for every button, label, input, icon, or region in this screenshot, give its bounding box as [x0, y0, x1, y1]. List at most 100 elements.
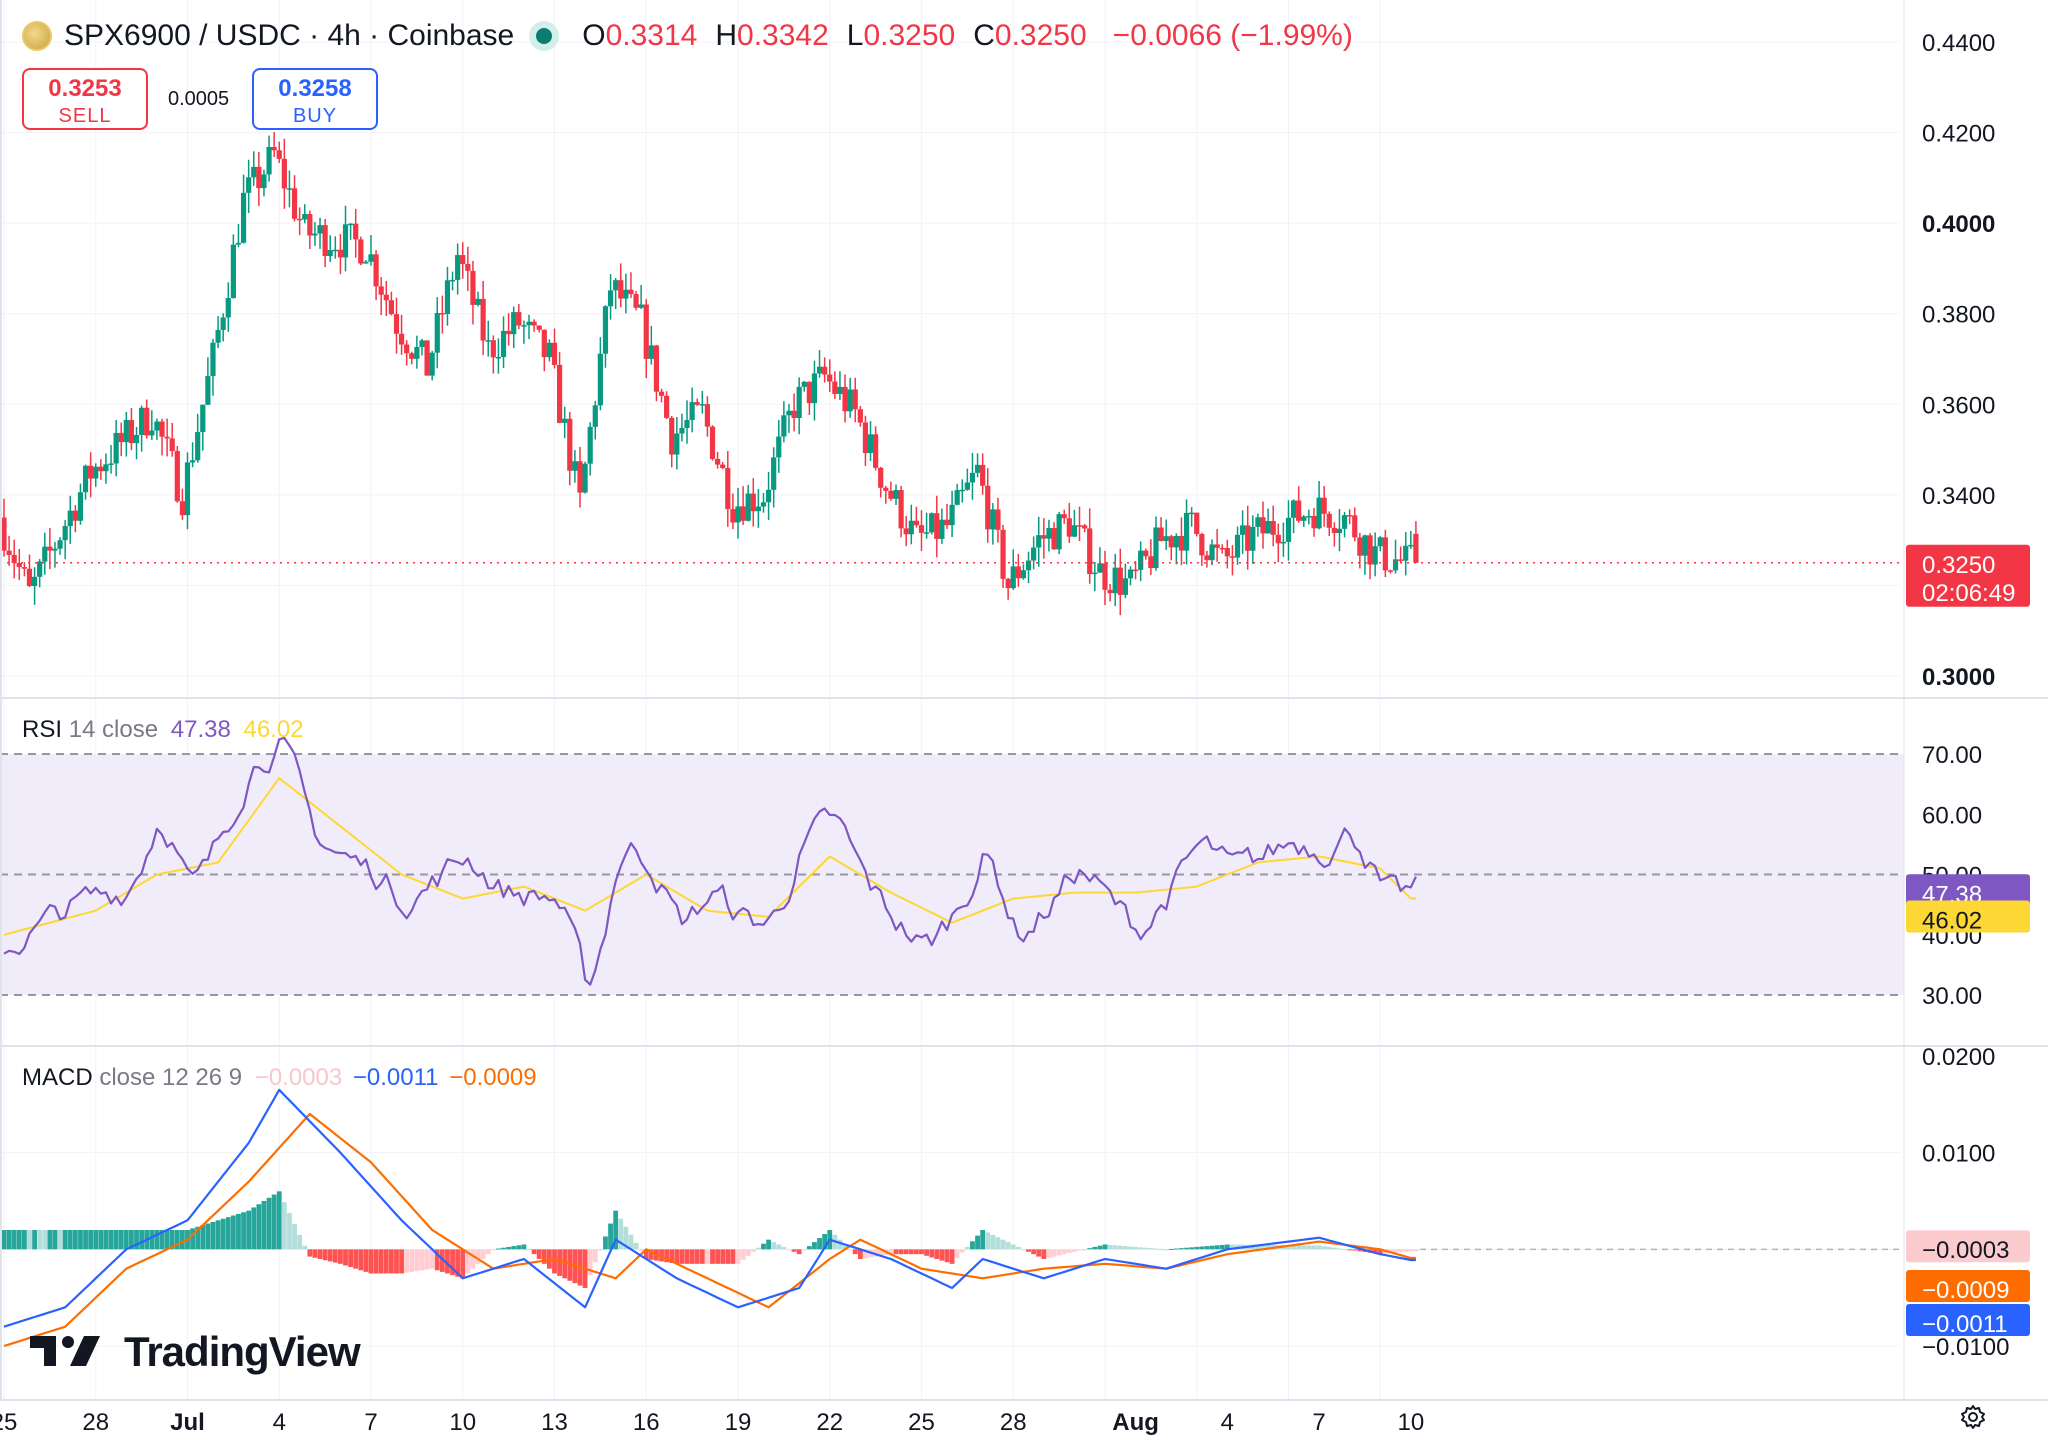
macd-histogram-bar [1005, 1242, 1011, 1250]
macd-title: MACD [22, 1064, 93, 1091]
candle-body [745, 493, 751, 521]
sell-button[interactable]: 0.3253 SELL [22, 68, 148, 130]
candle-body [414, 346, 420, 359]
candle-body [806, 381, 812, 404]
candle-body [1138, 550, 1144, 570]
candle-body [332, 249, 338, 252]
macd-histogram-bar [1214, 1245, 1220, 1250]
price-tick-label: 0.4200 [1922, 121, 1995, 148]
candle-body [393, 314, 400, 334]
macd-histogram-bar [597, 1249, 603, 1251]
macd-histogram-bar [1000, 1239, 1006, 1250]
current-price-label: 0.3250 [1922, 552, 1995, 579]
candle-body [1290, 500, 1297, 518]
macd-histogram-bar [705, 1249, 710, 1264]
macd-histogram-bar [1107, 1244, 1113, 1250]
time-axis-label: 4 [273, 1409, 286, 1436]
macd-histogram-bar [633, 1242, 639, 1250]
macd-histogram-bar [863, 1249, 868, 1259]
macd-histogram-bar [516, 1245, 522, 1250]
macd-histogram-bar [388, 1249, 394, 1274]
rsi-band [0, 753, 1904, 996]
rsi-legend[interactable]: RSI 14 close 47.38 46.02 [22, 716, 304, 744]
candle-body [103, 464, 109, 472]
candle-body [740, 506, 746, 521]
candle-body [271, 146, 277, 151]
candle-body [694, 402, 700, 405]
macd-histogram-bar [6, 1230, 12, 1250]
candle-body [291, 188, 298, 219]
candle-body [776, 436, 782, 458]
candle-body [715, 458, 721, 465]
grid-lines [0, 0, 1900, 1400]
candle-body [1336, 528, 1343, 534]
candle-body [312, 233, 318, 236]
macd-histogram-bar [292, 1223, 297, 1250]
sell-price: 0.3253 [48, 75, 122, 102]
macd-histogram-bar [755, 1247, 761, 1250]
candle-body [485, 340, 491, 342]
macd-histogram-bar [1163, 1249, 1169, 1251]
macd-histogram-bar [485, 1249, 491, 1255]
macd-histogram-bar [801, 1249, 807, 1251]
macd-histogram-bar [648, 1249, 654, 1260]
macd-histogram-bar [434, 1249, 440, 1271]
candle-body [648, 345, 654, 359]
tradingview-logo[interactable]: TradingView [26, 1328, 361, 1376]
candle-body [638, 304, 644, 308]
candle-body [1352, 515, 1358, 538]
macd-histogram-bar [1357, 1249, 1363, 1252]
candle-body [643, 304, 649, 359]
candle-body [98, 466, 104, 472]
macd-histogram-bar [664, 1249, 670, 1263]
macd-histogram-bar [190, 1228, 195, 1250]
macd-histogram-bar [903, 1249, 909, 1255]
macd-signal-value-label-bg [1906, 1270, 2030, 1303]
macd-histogram-bar [174, 1230, 180, 1250]
macd-histogram-bar [83, 1230, 88, 1250]
macd-histogram-bar [908, 1249, 914, 1255]
macd-histogram-bar [1133, 1246, 1138, 1250]
candle-body [531, 321, 537, 326]
candle-body [551, 342, 558, 365]
macd-histogram-bar [837, 1239, 843, 1250]
macd-histogram-bar [613, 1210, 619, 1250]
candle-body [888, 490, 894, 499]
candle-body [781, 415, 787, 437]
candle-body [1234, 534, 1241, 558]
macd-histogram-bar [934, 1249, 940, 1259]
macd-tick-label: 0.0100 [1922, 1141, 1995, 1168]
candle-body [1214, 544, 1220, 548]
macd-histogram-bar [348, 1249, 354, 1268]
macd-histogram-bar [857, 1249, 863, 1259]
candle-body [215, 329, 221, 343]
candle-body [1066, 518, 1072, 537]
rsi-line [3, 736, 1417, 986]
candle-body [363, 261, 369, 264]
macd-histogram-bar [1051, 1249, 1057, 1257]
macd-legend[interactable]: MACD close 12 26 9 −0.0003 −0.0011 −0.00… [22, 1064, 537, 1092]
macd-histogram-bar [27, 1230, 32, 1250]
macd-histogram-bar [246, 1210, 252, 1250]
candle-body [220, 317, 226, 330]
macd-histogram-bar [134, 1230, 139, 1250]
candle-body [302, 214, 308, 220]
candle-body [811, 373, 818, 404]
gear-icon[interactable] [1960, 1404, 1986, 1430]
macd-histogram-bar [964, 1246, 970, 1250]
macd-histogram-bar [353, 1249, 359, 1269]
candle-body [1255, 517, 1261, 527]
candle-body [1362, 535, 1368, 556]
candle-body [205, 376, 211, 405]
macd-histogram-bar [496, 1248, 501, 1250]
macd-histogram-bar [710, 1249, 715, 1264]
current-price-label-bg [1906, 544, 2030, 607]
buy-button[interactable]: 0.3258 BUY [252, 68, 378, 130]
rsi-legend-value: 47.38 [170, 716, 231, 743]
symbol-title[interactable]: SPX6900 / USDC · 4h · Coinbase [64, 19, 515, 52]
rsi-tick-label: 30.00 [1922, 983, 1982, 1010]
macd-histogram-bar [210, 1221, 216, 1250]
rsi-ma-value-label-bg [1906, 900, 2030, 933]
macd-line [3, 1088, 1416, 1328]
